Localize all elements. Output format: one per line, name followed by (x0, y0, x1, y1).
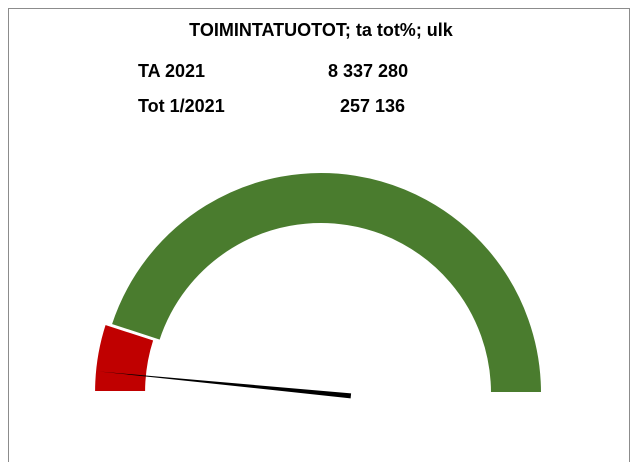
chart-title: TOIMINTATUOTOT; ta tot%; ulk (189, 20, 454, 40)
info-value: 257 136 (340, 96, 405, 116)
gauge-needle (99, 371, 352, 399)
info-value: 8 337 280 (328, 61, 408, 81)
info-label: TA 2021 (138, 61, 205, 81)
gauge-band (109, 171, 544, 394)
info-label: Tot 1/2021 (138, 96, 225, 116)
